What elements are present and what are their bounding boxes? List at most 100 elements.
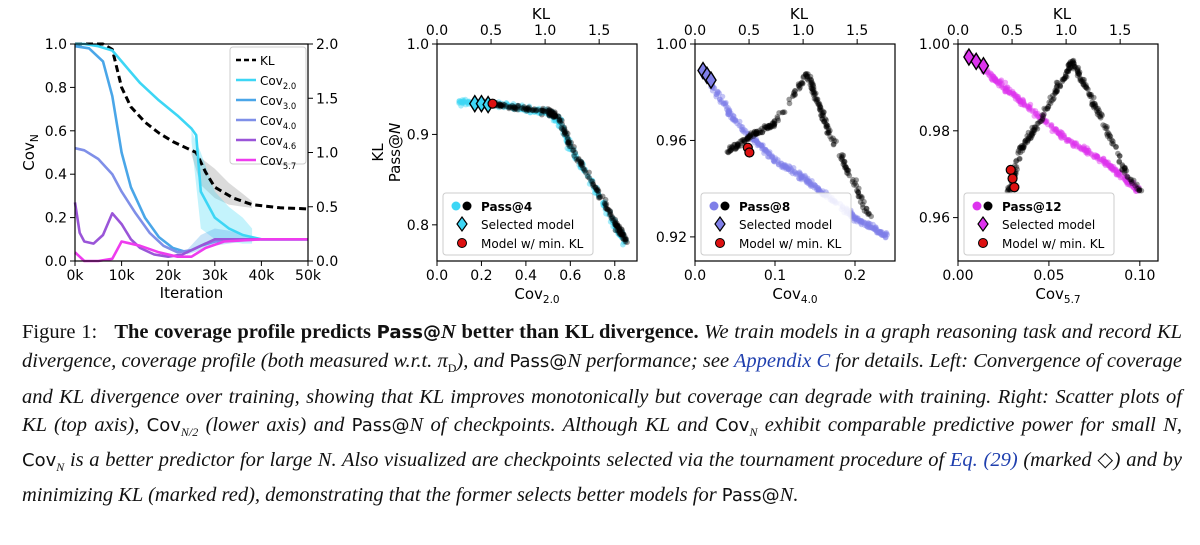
scatter-point [861,222,868,228]
scatter-point [538,108,545,114]
scatter-point [567,139,573,146]
scatter-point [1022,137,1029,144]
scatter-point [622,236,628,243]
scatter-point [1082,146,1088,153]
scatter-point [741,138,748,144]
scatter-point [608,215,615,221]
scatter-point [551,115,557,121]
scatter-point [745,133,752,140]
caption-title: The coverage profile predicts Pass@N bet… [114,321,699,343]
scatter-point [859,195,865,201]
y-tick-label: 0.8 [45,80,67,96]
scatter-point [1054,87,1060,93]
scatter-point [804,76,810,82]
scatter-point [722,100,728,107]
x-tick-label: 0.00 [942,268,973,284]
scatter-point [552,114,559,121]
scatter-point [614,222,621,228]
caption-label: Figure 1: [22,321,98,343]
scatter-point [874,229,880,236]
scatter-point [612,216,618,223]
scatter-point [725,149,732,156]
scatter-point [728,147,734,154]
scatter-point [614,225,620,231]
scatter-point [551,113,557,120]
scatter-point [498,102,505,109]
scatter-point [1108,163,1115,170]
scatter-point [541,108,547,115]
scatter-point [842,164,848,171]
scatter-point [542,110,549,117]
scatter-point [867,221,873,227]
scatter-point [1011,91,1017,97]
scatter-point [559,126,565,132]
scatter-point [614,228,621,235]
scatter-point [879,229,885,235]
scatter-point [577,161,584,168]
min-kl-marker [1009,182,1020,193]
scatter-point [1018,145,1025,151]
scatter-point [515,102,521,109]
appendix-link[interactable]: Appendix C [733,350,831,373]
scatter-point [541,108,548,115]
scatter-point [564,136,570,143]
scatter-point [771,123,777,130]
equation-link[interactable]: Eq. (29) [949,449,1018,471]
scatter-point [1094,111,1101,117]
legend-label-selected: Selected model [739,218,832,232]
scatter-point [1096,158,1103,165]
scatter-point [576,162,582,168]
y-axis-label: Pass@N [386,123,404,182]
scatter-point [853,216,859,223]
scatter-point [499,103,506,109]
scatter-point [1041,105,1047,112]
scatter-point [1085,147,1091,154]
scatter-point [563,137,570,143]
scatter-point [865,221,871,228]
scatter-point [747,134,754,141]
scatter-point [561,128,567,134]
scatter-point [1013,92,1019,98]
scatter-point [737,138,744,145]
scatter-point [533,106,539,113]
scatter-point [728,110,734,116]
scatter-point [1065,136,1072,143]
scatter-point [820,112,826,119]
scatter-point [871,225,878,232]
scatter-point [1016,98,1023,105]
scatter-point [748,130,754,136]
scatter-point [745,131,752,137]
scatter-point [1090,101,1096,107]
scatter-point [1075,67,1081,74]
y-tick-label: 0.96 [919,211,950,227]
scatter-point [861,198,867,205]
scatter-point [882,230,889,237]
scatter-point [619,234,626,240]
scatter-point [814,98,820,105]
scatter-point [743,136,750,142]
scatter-point [518,105,525,111]
scatter-point [991,77,998,83]
scatter-point [747,132,753,139]
scatter-point [500,102,507,109]
scatter-point [1075,70,1081,77]
scatter-point [511,104,517,110]
scatter-point [766,151,772,157]
scatter-point [843,164,849,170]
scatter-point [498,102,504,108]
scatter-point [1113,167,1119,174]
scatter-point [1027,105,1033,111]
min-kl-marker [1007,173,1018,184]
scatter-point [510,101,517,107]
legend-swatch-black [720,201,730,211]
scatter-point [556,118,563,125]
scatter-point [1131,184,1138,190]
scatter-point [612,219,619,225]
scatter-point [839,157,845,163]
figure: 0k 10k 20k 30k 40k 50k0.00.20.40.60.81.00.00.… [20,5,1159,306]
scatter-point [1134,188,1140,194]
scatter-point [460,99,467,105]
scatter-point [1133,184,1140,191]
scatter-point [613,224,620,230]
scatter-point [865,222,872,228]
